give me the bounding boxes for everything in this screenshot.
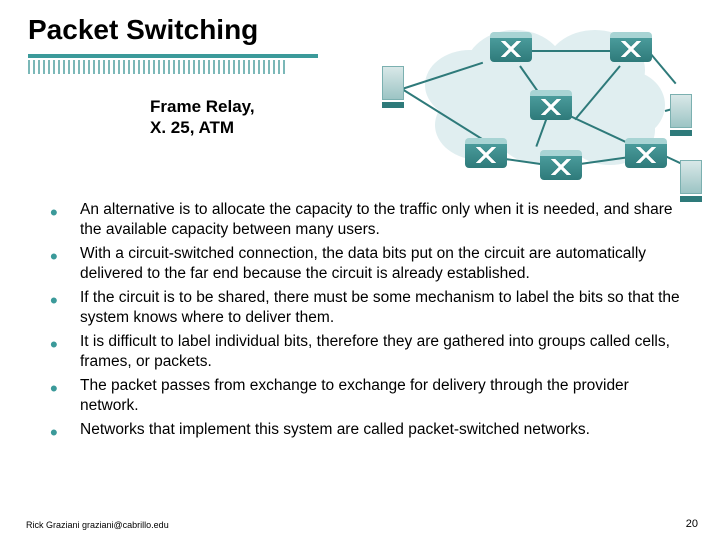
list-item: With a circuit-switched connection, the … [50, 244, 690, 285]
page-number: 20 [686, 518, 698, 530]
switch-icon [465, 138, 507, 168]
endpoint-icon [382, 66, 404, 110]
list-item: The packet passes from exchange to excha… [50, 376, 690, 417]
list-item: An alternative is to allocate the capaci… [50, 200, 690, 241]
switch-icon [610, 32, 652, 62]
switch-icon [490, 32, 532, 62]
list-item: If the circuit is to be shared, there mu… [50, 288, 690, 329]
switch-icon [540, 150, 582, 180]
page-title: Packet Switching [28, 14, 258, 46]
switch-icon [530, 90, 572, 120]
bullet-list: An alternative is to allocate the capaci… [50, 200, 690, 443]
title-underline [28, 54, 318, 76]
subtitle: Frame Relay,X. 25, ATM [150, 96, 255, 139]
footer-author: Rick Graziani graziani@cabrillo.edu [26, 520, 169, 530]
list-item: It is difficult to label individual bits… [50, 332, 690, 373]
switch-icon [625, 138, 667, 168]
endpoint-icon [680, 160, 702, 204]
list-item: Networks that implement this system are … [50, 420, 690, 440]
network-diagram [370, 10, 710, 185]
endpoint-icon [670, 94, 692, 138]
link [530, 50, 615, 52]
